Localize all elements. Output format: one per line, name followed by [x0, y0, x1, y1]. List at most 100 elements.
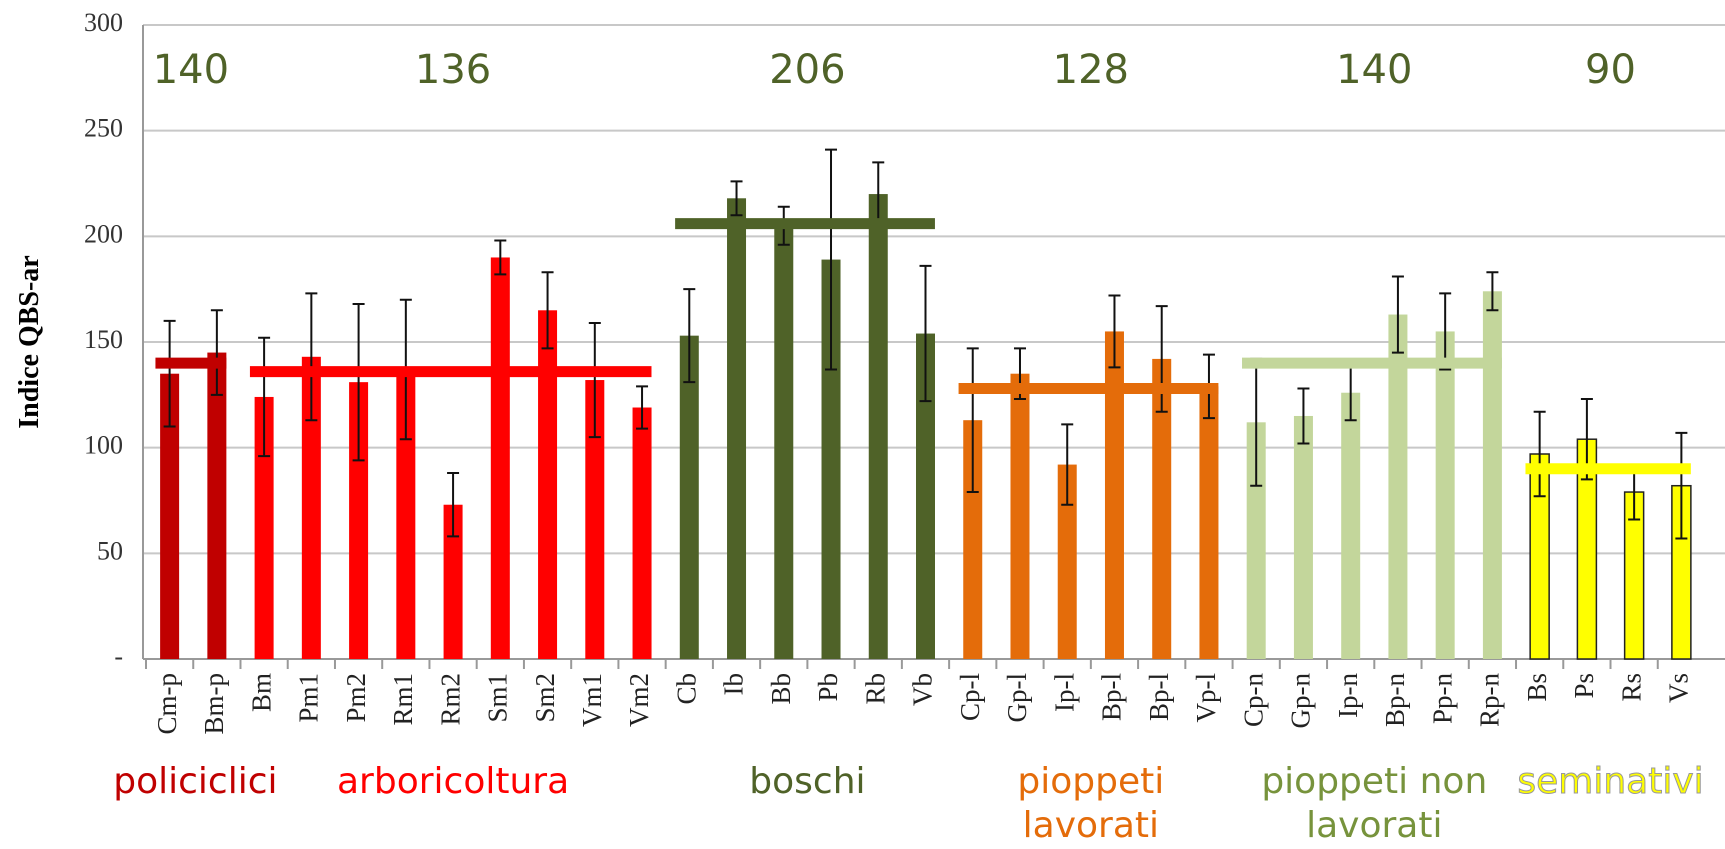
error-bar — [966, 347, 979, 494]
bar — [916, 333, 935, 659]
bar — [1482, 291, 1502, 659]
bar — [774, 225, 794, 659]
x-tick-label: Vm1 — [577, 673, 607, 727]
x-tick-label: Rp-n — [1475, 673, 1505, 728]
bar — [301, 356, 321, 659]
bar — [821, 259, 841, 659]
error-bar — [447, 472, 460, 538]
error-bar — [1155, 305, 1168, 413]
x-tick-label: Bb — [766, 673, 796, 705]
error-bar — [730, 180, 743, 217]
bar — [1104, 331, 1124, 659]
group-mean-label: 140 — [1336, 47, 1412, 93]
x-tick-label: Gp-n — [1286, 673, 1316, 729]
x-tick-label: Vs — [1664, 673, 1694, 703]
bar — [1341, 392, 1361, 659]
y-tick-label: 100 — [84, 431, 123, 460]
error-bar — [1439, 292, 1452, 371]
x-tick-label: Pm2 — [341, 673, 371, 723]
error-bar — [1486, 271, 1499, 312]
y-axis-label: Indice QBS-ar — [14, 255, 45, 428]
y-tick-label: 50 — [97, 536, 123, 565]
bar — [490, 257, 510, 659]
bar — [868, 194, 888, 660]
y-tick-label: 200 — [84, 219, 123, 248]
group-label: seminativi — [1517, 761, 1704, 803]
error-bar — [1533, 410, 1546, 498]
error-bar — [258, 336, 271, 458]
x-tick-label: Cp-l — [955, 673, 985, 721]
error-bar — [919, 264, 932, 403]
y-tick-label: 250 — [84, 114, 123, 143]
x-tick-label: Vb — [908, 673, 938, 706]
x-tick-label: Ps — [1569, 673, 1599, 699]
y-tick-label: 150 — [84, 325, 123, 354]
y-tick-label: 300 — [84, 8, 123, 37]
bar — [538, 310, 558, 659]
bar — [1388, 314, 1408, 659]
x-tick-label: Cb — [671, 673, 701, 705]
x-tick-label: Vm2 — [624, 673, 654, 727]
group-label: policiclici — [113, 761, 278, 802]
x-tick-label: Gp-l — [1002, 673, 1032, 723]
bar — [1435, 331, 1455, 659]
error-bar — [588, 321, 601, 439]
bar — [254, 396, 274, 659]
x-tick-label: Rm1 — [388, 673, 418, 726]
x-tick-label: Rs — [1616, 673, 1646, 702]
bar — [443, 504, 463, 659]
error-bar — [825, 148, 838, 371]
x-tick-label: Vp-l — [1191, 673, 1221, 723]
x-tick-label: Bm-p — [199, 673, 229, 735]
x-tick-label: Bs — [1522, 673, 1552, 702]
bar — [160, 373, 180, 659]
bar — [1246, 422, 1266, 659]
group-label: pioppeti lavorati — [1017, 761, 1165, 846]
group-label: arboricoltura — [336, 761, 570, 802]
x-tick-label: Bp-n — [1380, 673, 1410, 728]
error-bar — [305, 292, 318, 422]
error-bar — [541, 271, 554, 350]
group-label: boschi — [749, 761, 866, 802]
x-tick-label: Rb — [860, 673, 890, 705]
x-tick-label: Sm1 — [483, 673, 513, 723]
bar — [963, 420, 983, 659]
group-label: pioppeti non lavorati — [1261, 761, 1488, 846]
bar — [1152, 358, 1172, 659]
x-tick-label: Bp-l — [1097, 673, 1127, 721]
bar — [1010, 373, 1030, 659]
bar — [1293, 415, 1313, 659]
error-bar — [1675, 431, 1688, 540]
x-tick-label: Rm2 — [435, 673, 465, 726]
error-bar — [683, 288, 696, 384]
group-mean-label: 206 — [769, 47, 845, 93]
x-tick-label: Ip-n — [1333, 673, 1363, 718]
x-tick-label: Cp-n — [1238, 673, 1268, 728]
error-bar — [352, 302, 365, 462]
error-bar — [163, 319, 176, 428]
error-bar — [210, 309, 223, 396]
group-mean-label: 136 — [415, 47, 491, 93]
error-bar — [1061, 423, 1074, 506]
error-bar — [494, 239, 507, 276]
x-tick-label: Bm — [246, 673, 276, 712]
group-mean-label: 90 — [1585, 47, 1636, 93]
x-tick-label: Ib — [719, 673, 749, 696]
bar — [396, 369, 416, 659]
x-tick-label: Pb — [813, 673, 843, 702]
bar — [349, 382, 369, 659]
error-bar — [1391, 275, 1404, 354]
group-mean-label: 128 — [1053, 47, 1129, 93]
x-tick-label: Ip-l — [1049, 673, 1079, 712]
x-tick-label: Sm2 — [530, 673, 560, 723]
error-bar — [1297, 387, 1310, 445]
y-tick-label: - — [114, 642, 123, 671]
group-mean-label: 140 — [153, 47, 229, 93]
error-bar — [1108, 294, 1121, 369]
x-tick-label: Pp-n — [1427, 673, 1457, 725]
bar — [679, 335, 699, 659]
bar — [585, 380, 605, 659]
bar — [727, 198, 747, 659]
bar — [207, 352, 227, 659]
